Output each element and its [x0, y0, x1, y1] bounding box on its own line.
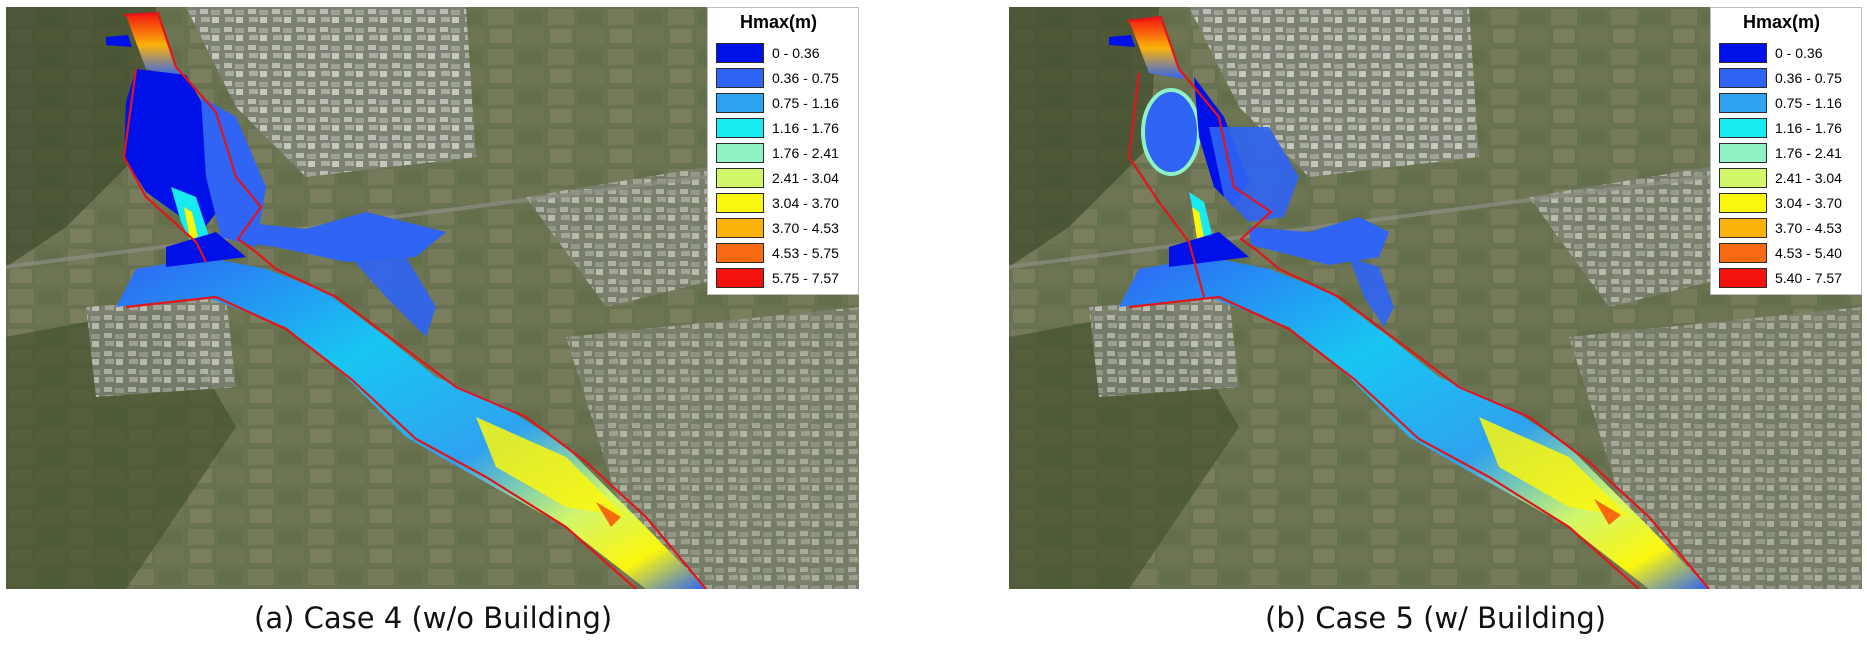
legend-swatch: [716, 118, 764, 138]
legend-swatch: [1719, 118, 1767, 138]
legend-swatch: [1719, 218, 1767, 238]
legend-swatch: [716, 243, 764, 263]
legend-swatch: [716, 168, 764, 188]
legend-item: 0 - 0.36: [1719, 42, 1859, 64]
legend-item: 4.53 - 5.75: [716, 242, 856, 264]
aerial-flood-map: [1009, 7, 1862, 589]
legend-item: 1.76 - 2.41: [1719, 142, 1859, 164]
figure-caption: (b) Case 5 (w/ Building): [1265, 601, 1607, 635]
legend-label: 1.76 - 2.41: [772, 145, 839, 161]
legend-item: 4.53 - 5.40: [1719, 242, 1859, 264]
legend-item: 0.75 - 1.16: [1719, 92, 1859, 114]
legend-item: 0.36 - 0.75: [716, 67, 856, 89]
legend-label: 0 - 0.36: [1775, 45, 1823, 61]
legend-label: 5.75 - 7.57: [772, 270, 839, 286]
legend-label: 1.16 - 1.76: [772, 120, 839, 136]
legend-item: 5.75 - 7.57: [716, 267, 856, 289]
legend-label: 0.36 - 0.75: [772, 70, 839, 86]
legend-swatch: [716, 143, 764, 163]
legend-swatch: [1719, 268, 1767, 288]
legend-swatch: [716, 268, 764, 288]
legend-label: 0.75 - 1.16: [1775, 95, 1842, 111]
legend-item: 1.76 - 2.41: [716, 142, 856, 164]
legend-item: 3.04 - 3.70: [1719, 192, 1859, 214]
legend-swatch: [1719, 93, 1767, 113]
legend-label: 3.70 - 4.53: [1775, 220, 1842, 236]
legend-label: 2.41 - 3.04: [1775, 170, 1842, 186]
legend-swatch: [1719, 243, 1767, 263]
legend-title: Hmax(m): [1743, 12, 1821, 32]
flood-map-case-5: Hmax(m) 0 - 0.36 0.36 - 0.75 0.75 - 1.16…: [1009, 7, 1862, 589]
legend-item: 1.16 - 1.76: [1719, 117, 1859, 139]
flood-map-case-4: Hmax(m) 0 - 0.36 0.36 - 0.75 0.75 - 1.16…: [6, 7, 859, 589]
legend-label: 0.36 - 0.75: [1775, 70, 1842, 86]
legend-swatch: [1719, 193, 1767, 213]
legend-label: 3.70 - 4.53: [772, 220, 839, 236]
legend-title: Hmax(m): [740, 12, 818, 32]
legend-item: 0.75 - 1.16: [716, 92, 856, 114]
legend-swatch: [1719, 143, 1767, 163]
legend-swatch: [716, 218, 764, 238]
legend-label: 4.53 - 5.75: [772, 245, 839, 261]
legend: Hmax(m) 0 - 0.36 0.36 - 0.75 0.75 - 1.16…: [707, 7, 859, 295]
legend-swatch: [1719, 43, 1767, 63]
legend-swatch: [1719, 68, 1767, 88]
legend-item: 2.41 - 3.04: [716, 167, 856, 189]
legend-swatch: [716, 68, 764, 88]
legend-swatch: [716, 43, 764, 63]
legend-label: 1.16 - 1.76: [1775, 120, 1842, 136]
legend-label: 0 - 0.36: [772, 45, 820, 61]
legend-item: 5.40 - 7.57: [1719, 267, 1859, 289]
legend-label: 1.76 - 2.41: [1775, 145, 1842, 161]
legend-label: 3.04 - 3.70: [772, 195, 839, 211]
legend-swatch: [1719, 168, 1767, 188]
legend-label: 4.53 - 5.40: [1775, 245, 1842, 261]
legend-item: 0.36 - 0.75: [1719, 67, 1859, 89]
legend-item: 0 - 0.36: [716, 42, 856, 64]
legend-item: 2.41 - 3.04: [1719, 167, 1859, 189]
legend-label: 2.41 - 3.04: [772, 170, 839, 186]
legend-swatch: [716, 193, 764, 213]
figure-caption: (a) Case 4 (w/o Building): [254, 601, 613, 635]
legend-label: 3.04 - 3.70: [1775, 195, 1842, 211]
legend-swatch: [716, 93, 764, 113]
legend-item: 3.70 - 4.53: [716, 217, 856, 239]
legend-item: 3.70 - 4.53: [1719, 217, 1859, 239]
legend-item: 1.16 - 1.76: [716, 117, 856, 139]
legend-item: 3.04 - 3.70: [716, 192, 856, 214]
legend: Hmax(m) 0 - 0.36 0.36 - 0.75 0.75 - 1.16…: [1710, 7, 1862, 295]
legend-label: 5.40 - 7.57: [1775, 270, 1842, 286]
legend-label: 0.75 - 1.16: [772, 95, 839, 111]
